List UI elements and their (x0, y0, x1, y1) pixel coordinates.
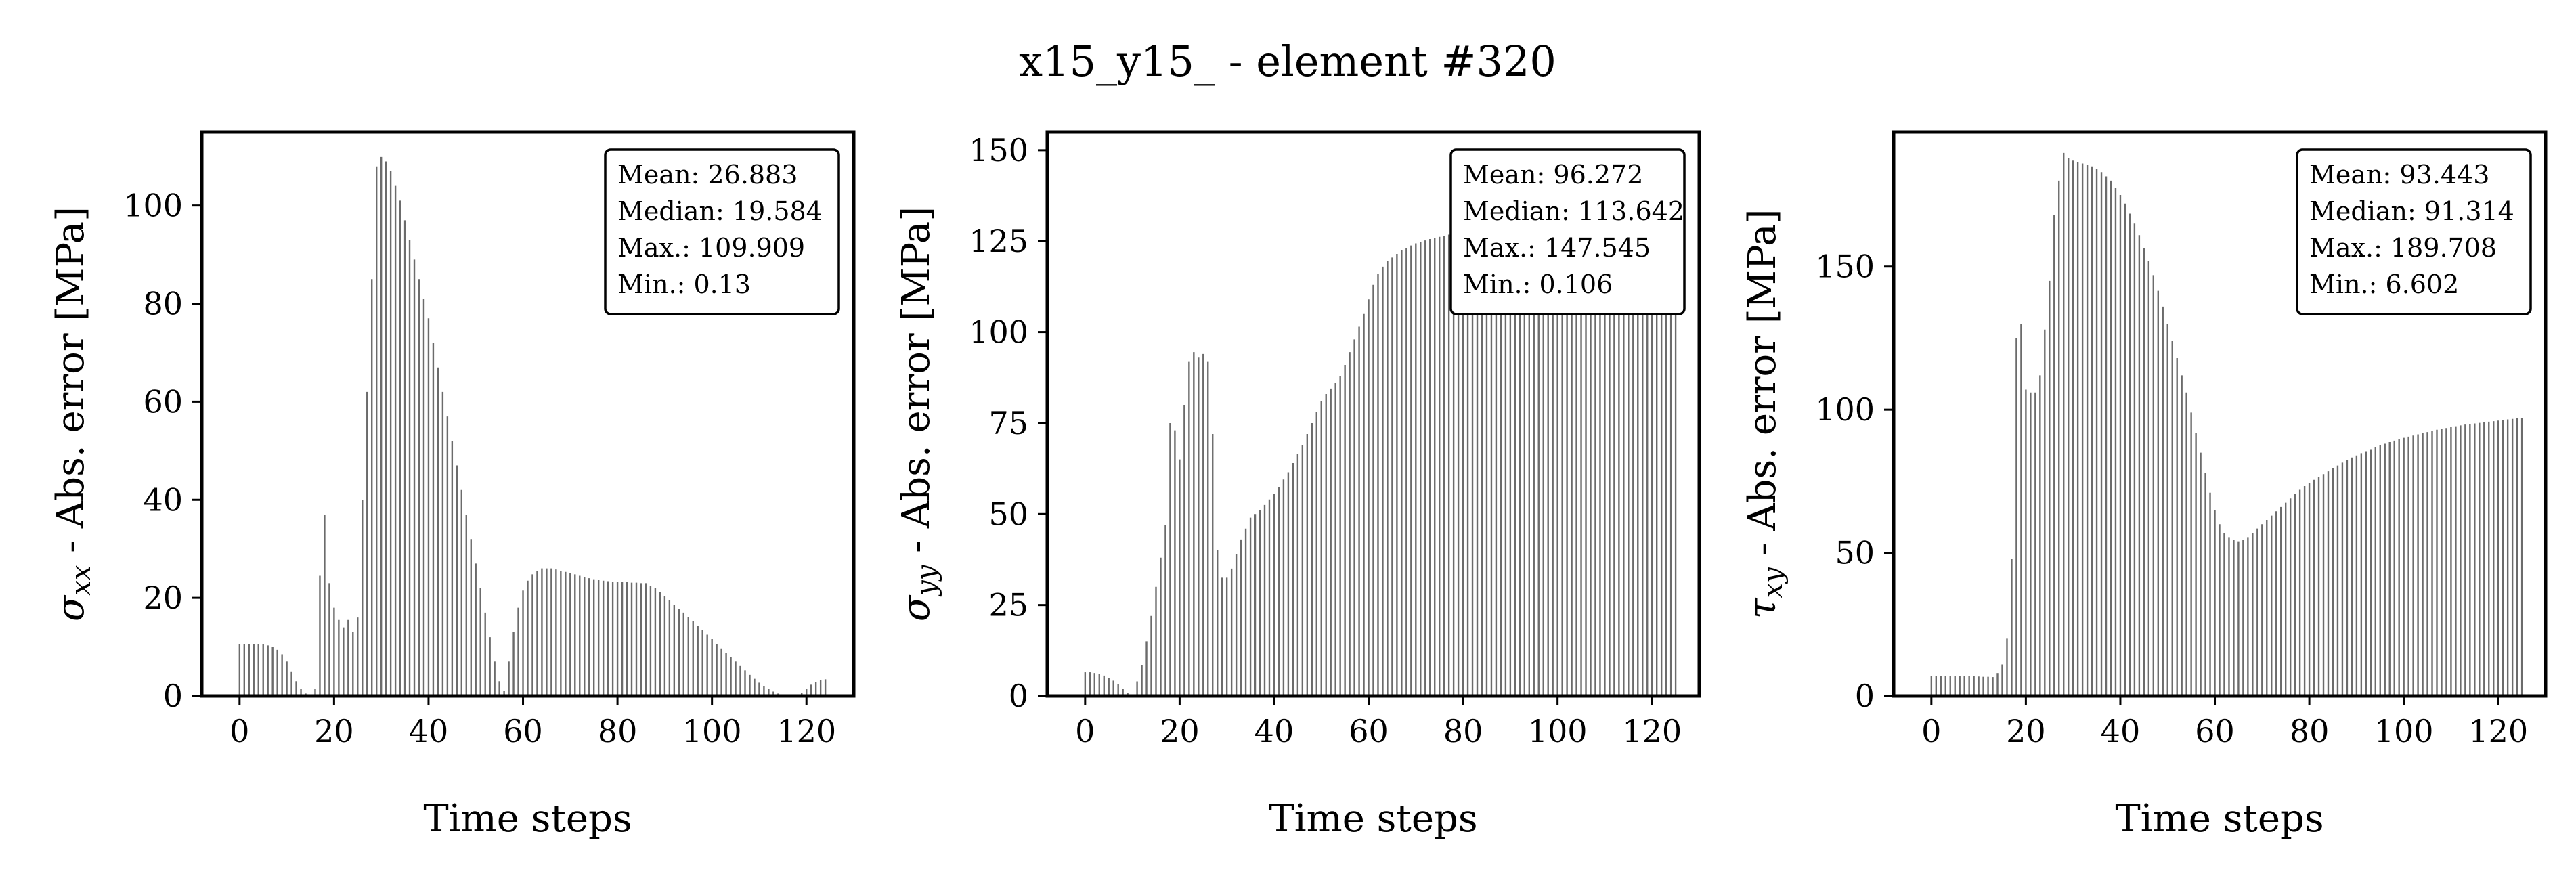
y-tick-label: 100 (1815, 391, 1875, 428)
stat-mean: Mean: 93.443 (2309, 160, 2489, 190)
stats-box: Mean: 26.883 Median: 19.584 Max.: 109.909 M… (604, 148, 840, 315)
x-tick-label: 20 (2006, 713, 2046, 749)
plot-frame (1892, 130, 2548, 698)
x-tick-label: 40 (1254, 713, 1294, 749)
x-tick-label: 60 (2195, 713, 2235, 749)
x-tick-label: 60 (503, 713, 543, 749)
x-tick-label: 40 (409, 713, 449, 749)
y-axis-label: σyy - Abs. error [MPa] (894, 206, 942, 621)
y-tick-label: 0 (1855, 678, 1875, 714)
y-tick-label: 100 (123, 188, 183, 224)
bars (1930, 152, 2523, 696)
y-tick-label: 0 (163, 678, 183, 714)
x-tick-label: 120 (2468, 713, 2528, 749)
x-tick-label: 0 (1921, 713, 1941, 749)
panel-tau-xy: 0 20 40 60 80 100 120 0 50 100 150 Time steps τxy - … (1741, 130, 2548, 841)
y-tick-label: 150 (1815, 248, 1875, 285)
x-axis-label: Time steps (1269, 797, 1477, 841)
y-axis-symbol: τ (1741, 597, 1785, 619)
y-tick-label: 125 (969, 223, 1028, 259)
stat-max: Max.: 189.708 (2309, 233, 2497, 263)
y-tick-label: 40 (143, 481, 183, 518)
x-tick-label: 0 (230, 713, 249, 749)
x-tick-label: 80 (2290, 713, 2330, 749)
x-axis-label: Time steps (2115, 797, 2323, 841)
x-tick-label: 0 (1075, 713, 1095, 749)
y-tick-label: 75 (988, 405, 1028, 441)
x-tick-label: 80 (598, 713, 638, 749)
x-tick-label: 120 (1622, 713, 1682, 749)
stats-box-border (2296, 148, 2532, 315)
y-axis-label: σxx - Abs. error [MPa] (49, 206, 97, 621)
y-tick-label: 25 (988, 587, 1028, 624)
y-tick-label: 80 (143, 286, 183, 322)
x-tick-label: 100 (1528, 713, 1588, 749)
stat-max: Max.: 109.909 (617, 233, 805, 263)
y-tick-label: 20 (143, 580, 183, 616)
stat-median: Median: 113.642 (1463, 196, 1684, 226)
stat-max: Max.: 147.545 (1463, 233, 1651, 263)
stats-box-border (604, 148, 840, 315)
y-tick-label: 50 (1835, 535, 1875, 571)
x-axis-label: Time steps (423, 797, 632, 841)
stats-box: Mean: 93.443 Median: 91.314 Max.: 189.708 M… (2296, 148, 2532, 315)
y-tick-label: 100 (969, 314, 1028, 351)
figure-title: x15_y15_ - element #320 (1019, 37, 1556, 86)
stat-mean: Mean: 26.883 (617, 160, 798, 190)
panel-sigma-yy: 0 20 40 60 80 100 120 0 25 50 75 100 125 150 Time step… (894, 130, 1701, 841)
plot-frame (1045, 130, 1701, 698)
y-axis-label: τxy - Abs. error [MPa] (1741, 209, 1789, 619)
stat-min: Min.: 0.106 (1463, 269, 1613, 299)
x-tick-label: 100 (2374, 713, 2434, 749)
y-axis-symbol: σ (894, 594, 938, 621)
y-tick-label: 50 (988, 496, 1028, 532)
stat-median: Median: 19.584 (617, 196, 823, 226)
stat-median: Median: 91.314 (2309, 196, 2514, 226)
y-axis-subscript: xx (66, 565, 97, 596)
stats-box: Mean: 96.272 Median: 113.642 Max.: 147.545… (1449, 148, 1686, 315)
bars (238, 156, 827, 696)
stat-min: Min.: 0.13 (617, 269, 751, 299)
y-axis-text: - Abs. error [MPa] (49, 206, 93, 565)
y-axis-text: - Abs. error [MPa] (1741, 209, 1785, 568)
y-axis-text: - Abs. error [MPa] (894, 206, 938, 565)
stat-min: Min.: 6.602 (2309, 269, 2459, 299)
plot-frame (200, 130, 856, 698)
y-axis-subscript: yy (911, 564, 942, 597)
x-tick-label: 40 (2101, 713, 2141, 749)
x-tick-label: 20 (314, 713, 354, 749)
y-axis-subscript: xy (1758, 567, 1789, 598)
y-axis-symbol: σ (49, 594, 93, 621)
x-tick-label: 60 (1349, 713, 1389, 749)
y-tick-label: 60 (143, 383, 183, 420)
x-tick-label: 80 (1443, 713, 1483, 749)
y-tick-label: 0 (1009, 678, 1028, 714)
x-tick-label: 120 (777, 713, 836, 749)
panel-sigma-xx: 0 20 40 60 80 100 120 0 20 40 60 80 100 Time steps σxx… (49, 130, 856, 841)
stat-mean: Mean: 96.272 (1463, 160, 1643, 190)
stats-box-border (1449, 148, 1686, 315)
y-tick-label: 150 (969, 132, 1028, 169)
x-tick-label: 100 (682, 713, 742, 749)
x-tick-label: 20 (1160, 713, 1200, 749)
